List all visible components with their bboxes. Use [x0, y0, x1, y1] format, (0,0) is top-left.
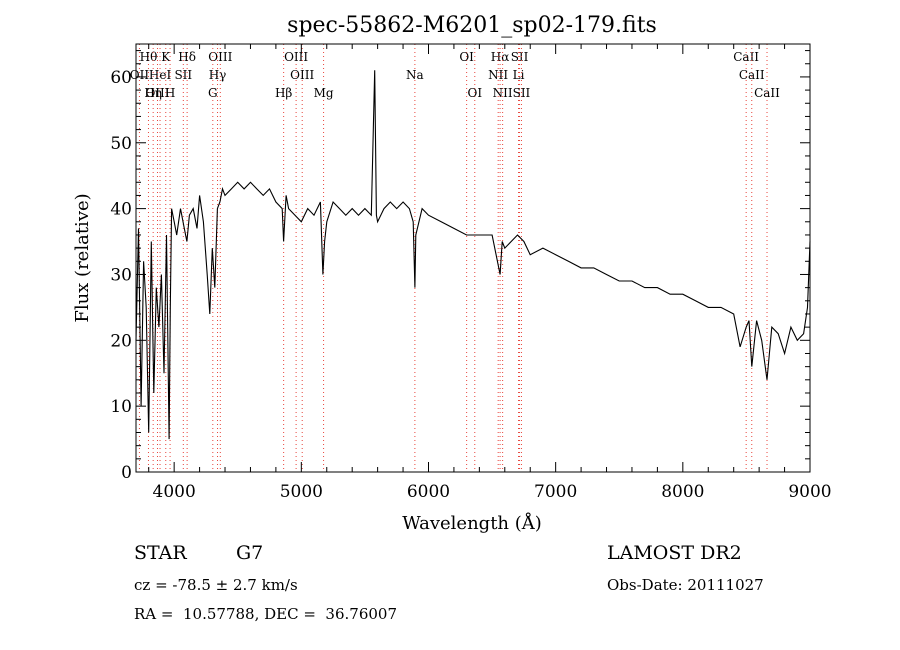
- line-marker-label: CaII: [754, 86, 780, 100]
- y-tick-label: 50: [110, 134, 132, 154]
- line-marker-label: Mg: [314, 86, 334, 100]
- x-tick-label: 5000: [280, 482, 323, 502]
- line-marker-label: HeI: [149, 68, 172, 82]
- spectrum-line: [135, 70, 811, 440]
- plot-frame: [135, 43, 811, 473]
- obs-date: Obs-Date: 20111027: [607, 576, 764, 594]
- coordinates: RA = 10.57788, DEC = 36.76007: [134, 605, 398, 623]
- line-marker-label: OI: [459, 50, 474, 64]
- redshift-text: cz = -78.5 ± 2.7 km/s: [134, 576, 298, 594]
- x-tick-label: 4000: [153, 482, 196, 502]
- line-marker-label: SII: [513, 86, 531, 100]
- line-marker-label: Na: [406, 68, 424, 82]
- line-marker-label: Hδ: [178, 50, 196, 64]
- line-marker-label: OI: [467, 86, 482, 100]
- line-marker-label: K: [161, 50, 171, 64]
- y-tick-label: 20: [110, 331, 132, 351]
- line-marker-label: OIII: [290, 68, 314, 82]
- chart-title: spec-55862-M6201_sp02-179.fits: [287, 13, 657, 38]
- line-marker-label: SII: [174, 68, 192, 82]
- line-marker-label: G: [208, 86, 218, 100]
- axes: 4000 5000 6000 7000 8000 9000 0 10 20 30 40 50 60: [110, 44, 832, 502]
- x-tick-label: 8000: [661, 482, 704, 502]
- line-marker-label: OIII: [284, 50, 308, 64]
- spectrum-chart: spec-55862-M6201_sp02-179.fits Hθ K Hδ OIII…: [72, 13, 832, 534]
- line-marker-label: CaII: [733, 50, 759, 64]
- line-marker-label: SII: [511, 50, 529, 64]
- y-tick-label: 40: [110, 200, 132, 220]
- x-tick-label: 9000: [788, 482, 831, 502]
- line-marker-label: NII: [488, 68, 508, 82]
- line-marker-label: H: [165, 86, 175, 100]
- y-tick-label: 60: [110, 68, 132, 88]
- object-class: STAR: [134, 542, 187, 564]
- line-marker-label: Hγ: [209, 68, 227, 82]
- line-marker-label: Li: [513, 68, 525, 82]
- object-subclass: G7: [236, 542, 264, 564]
- y-axis-label: Flux (relative): [72, 193, 93, 322]
- line-marker-label: Hθ: [140, 50, 158, 64]
- x-axis-label: Wavelength (Å): [402, 512, 542, 534]
- line-marker-label: Hη: [144, 86, 162, 100]
- y-tick-label: 0: [121, 463, 132, 483]
- x-tick-label: 6000: [407, 482, 450, 502]
- line-marker-label: OIII: [208, 50, 232, 64]
- line-marker-label: OII: [130, 68, 150, 82]
- y-tick-label: 30: [110, 265, 132, 285]
- line-marker-label: OIII: [145, 86, 169, 100]
- line-marker-label: Hα: [491, 50, 510, 64]
- line-marker-label: Hβ: [275, 86, 292, 100]
- x-tick-label: 7000: [534, 482, 577, 502]
- survey-name: LAMOST DR2: [607, 542, 742, 564]
- line-marker-label: CaII: [739, 68, 765, 82]
- line-marker-label: NII: [493, 86, 513, 100]
- y-tick-label: 10: [110, 397, 132, 417]
